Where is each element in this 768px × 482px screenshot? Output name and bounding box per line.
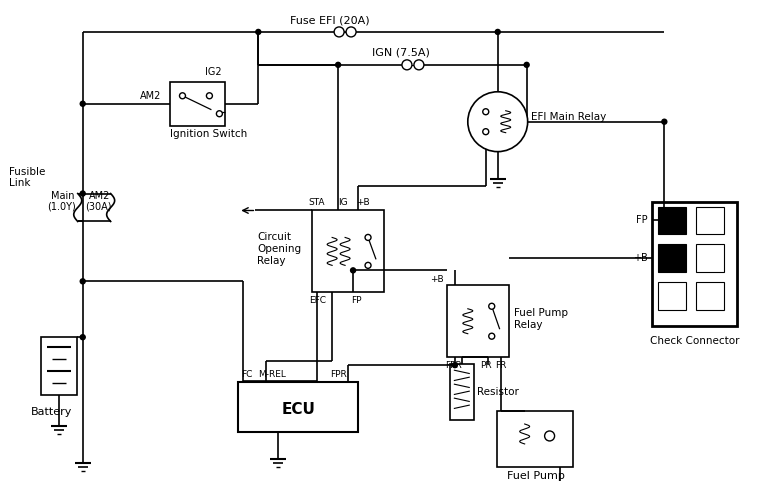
Circle shape: [336, 62, 340, 67]
Bar: [450, 364, 474, 420]
Text: +B: +B: [430, 275, 443, 284]
Text: EFC: EFC: [310, 296, 326, 305]
Text: +B: +B: [633, 254, 647, 263]
Text: ECU: ECU: [281, 402, 315, 416]
Circle shape: [414, 60, 424, 70]
Text: M-REL: M-REL: [258, 370, 286, 378]
Bar: [41, 337, 77, 395]
Bar: [497, 411, 573, 467]
Circle shape: [346, 27, 356, 37]
Text: Fuse EFI (20A): Fuse EFI (20A): [290, 16, 370, 26]
Bar: [447, 285, 508, 357]
Circle shape: [365, 234, 371, 241]
Text: AM2: AM2: [89, 190, 110, 201]
Circle shape: [217, 111, 223, 117]
Text: (30A): (30A): [84, 201, 111, 212]
Text: FPR: FPR: [330, 370, 347, 378]
Text: Relay: Relay: [514, 320, 542, 330]
Circle shape: [483, 109, 488, 115]
Circle shape: [180, 93, 186, 99]
Circle shape: [402, 60, 412, 70]
Text: Check Connector: Check Connector: [650, 336, 739, 346]
Circle shape: [488, 303, 495, 309]
Text: FR: FR: [495, 361, 506, 370]
Bar: [238, 382, 358, 432]
Circle shape: [662, 218, 667, 223]
Circle shape: [207, 93, 213, 99]
Text: Circuit: Circuit: [257, 232, 291, 242]
Bar: [170, 82, 225, 126]
Text: FP: FP: [636, 215, 647, 226]
Circle shape: [80, 335, 85, 340]
Text: (1.0Y): (1.0Y): [47, 201, 75, 212]
Bar: [697, 244, 724, 272]
Circle shape: [662, 119, 667, 124]
Bar: [312, 211, 384, 292]
Circle shape: [334, 27, 344, 37]
Circle shape: [488, 333, 495, 339]
Text: Fusible: Fusible: [9, 167, 45, 176]
Circle shape: [545, 431, 554, 441]
Text: PR: PR: [480, 361, 492, 370]
Text: AM2: AM2: [140, 91, 161, 101]
Text: Fuel Pump: Fuel Pump: [507, 471, 564, 481]
Circle shape: [468, 92, 528, 152]
Bar: [658, 244, 687, 272]
Text: IG: IG: [338, 198, 348, 207]
Text: Opening: Opening: [257, 244, 301, 254]
Bar: [697, 282, 724, 310]
Circle shape: [483, 129, 488, 134]
Text: Fuel Pump: Fuel Pump: [514, 308, 568, 318]
Text: Main: Main: [51, 190, 74, 201]
Text: STA: STA: [308, 198, 325, 207]
Text: Relay: Relay: [257, 256, 286, 267]
Text: Battery: Battery: [31, 407, 72, 417]
Text: IG2: IG2: [205, 67, 222, 77]
Bar: [658, 206, 687, 234]
Text: EFI Main Relay: EFI Main Relay: [531, 112, 606, 122]
Circle shape: [80, 279, 85, 284]
Text: Link: Link: [9, 177, 31, 187]
Bar: [697, 206, 724, 234]
Text: +B: +B: [356, 198, 369, 207]
Circle shape: [495, 29, 500, 34]
Text: FP: FP: [351, 296, 362, 305]
Bar: [652, 201, 737, 326]
Text: FC: FC: [241, 370, 253, 378]
Circle shape: [80, 191, 85, 196]
Text: Ignition Switch: Ignition Switch: [170, 129, 247, 139]
Circle shape: [350, 268, 356, 273]
Circle shape: [452, 362, 457, 368]
Text: IGN (7.5A): IGN (7.5A): [372, 48, 430, 58]
Circle shape: [80, 101, 85, 106]
Circle shape: [365, 262, 371, 268]
Text: FPR: FPR: [445, 361, 462, 370]
Circle shape: [525, 62, 529, 67]
Bar: [658, 282, 687, 310]
Circle shape: [256, 29, 261, 34]
Text: Resistor: Resistor: [477, 387, 518, 397]
